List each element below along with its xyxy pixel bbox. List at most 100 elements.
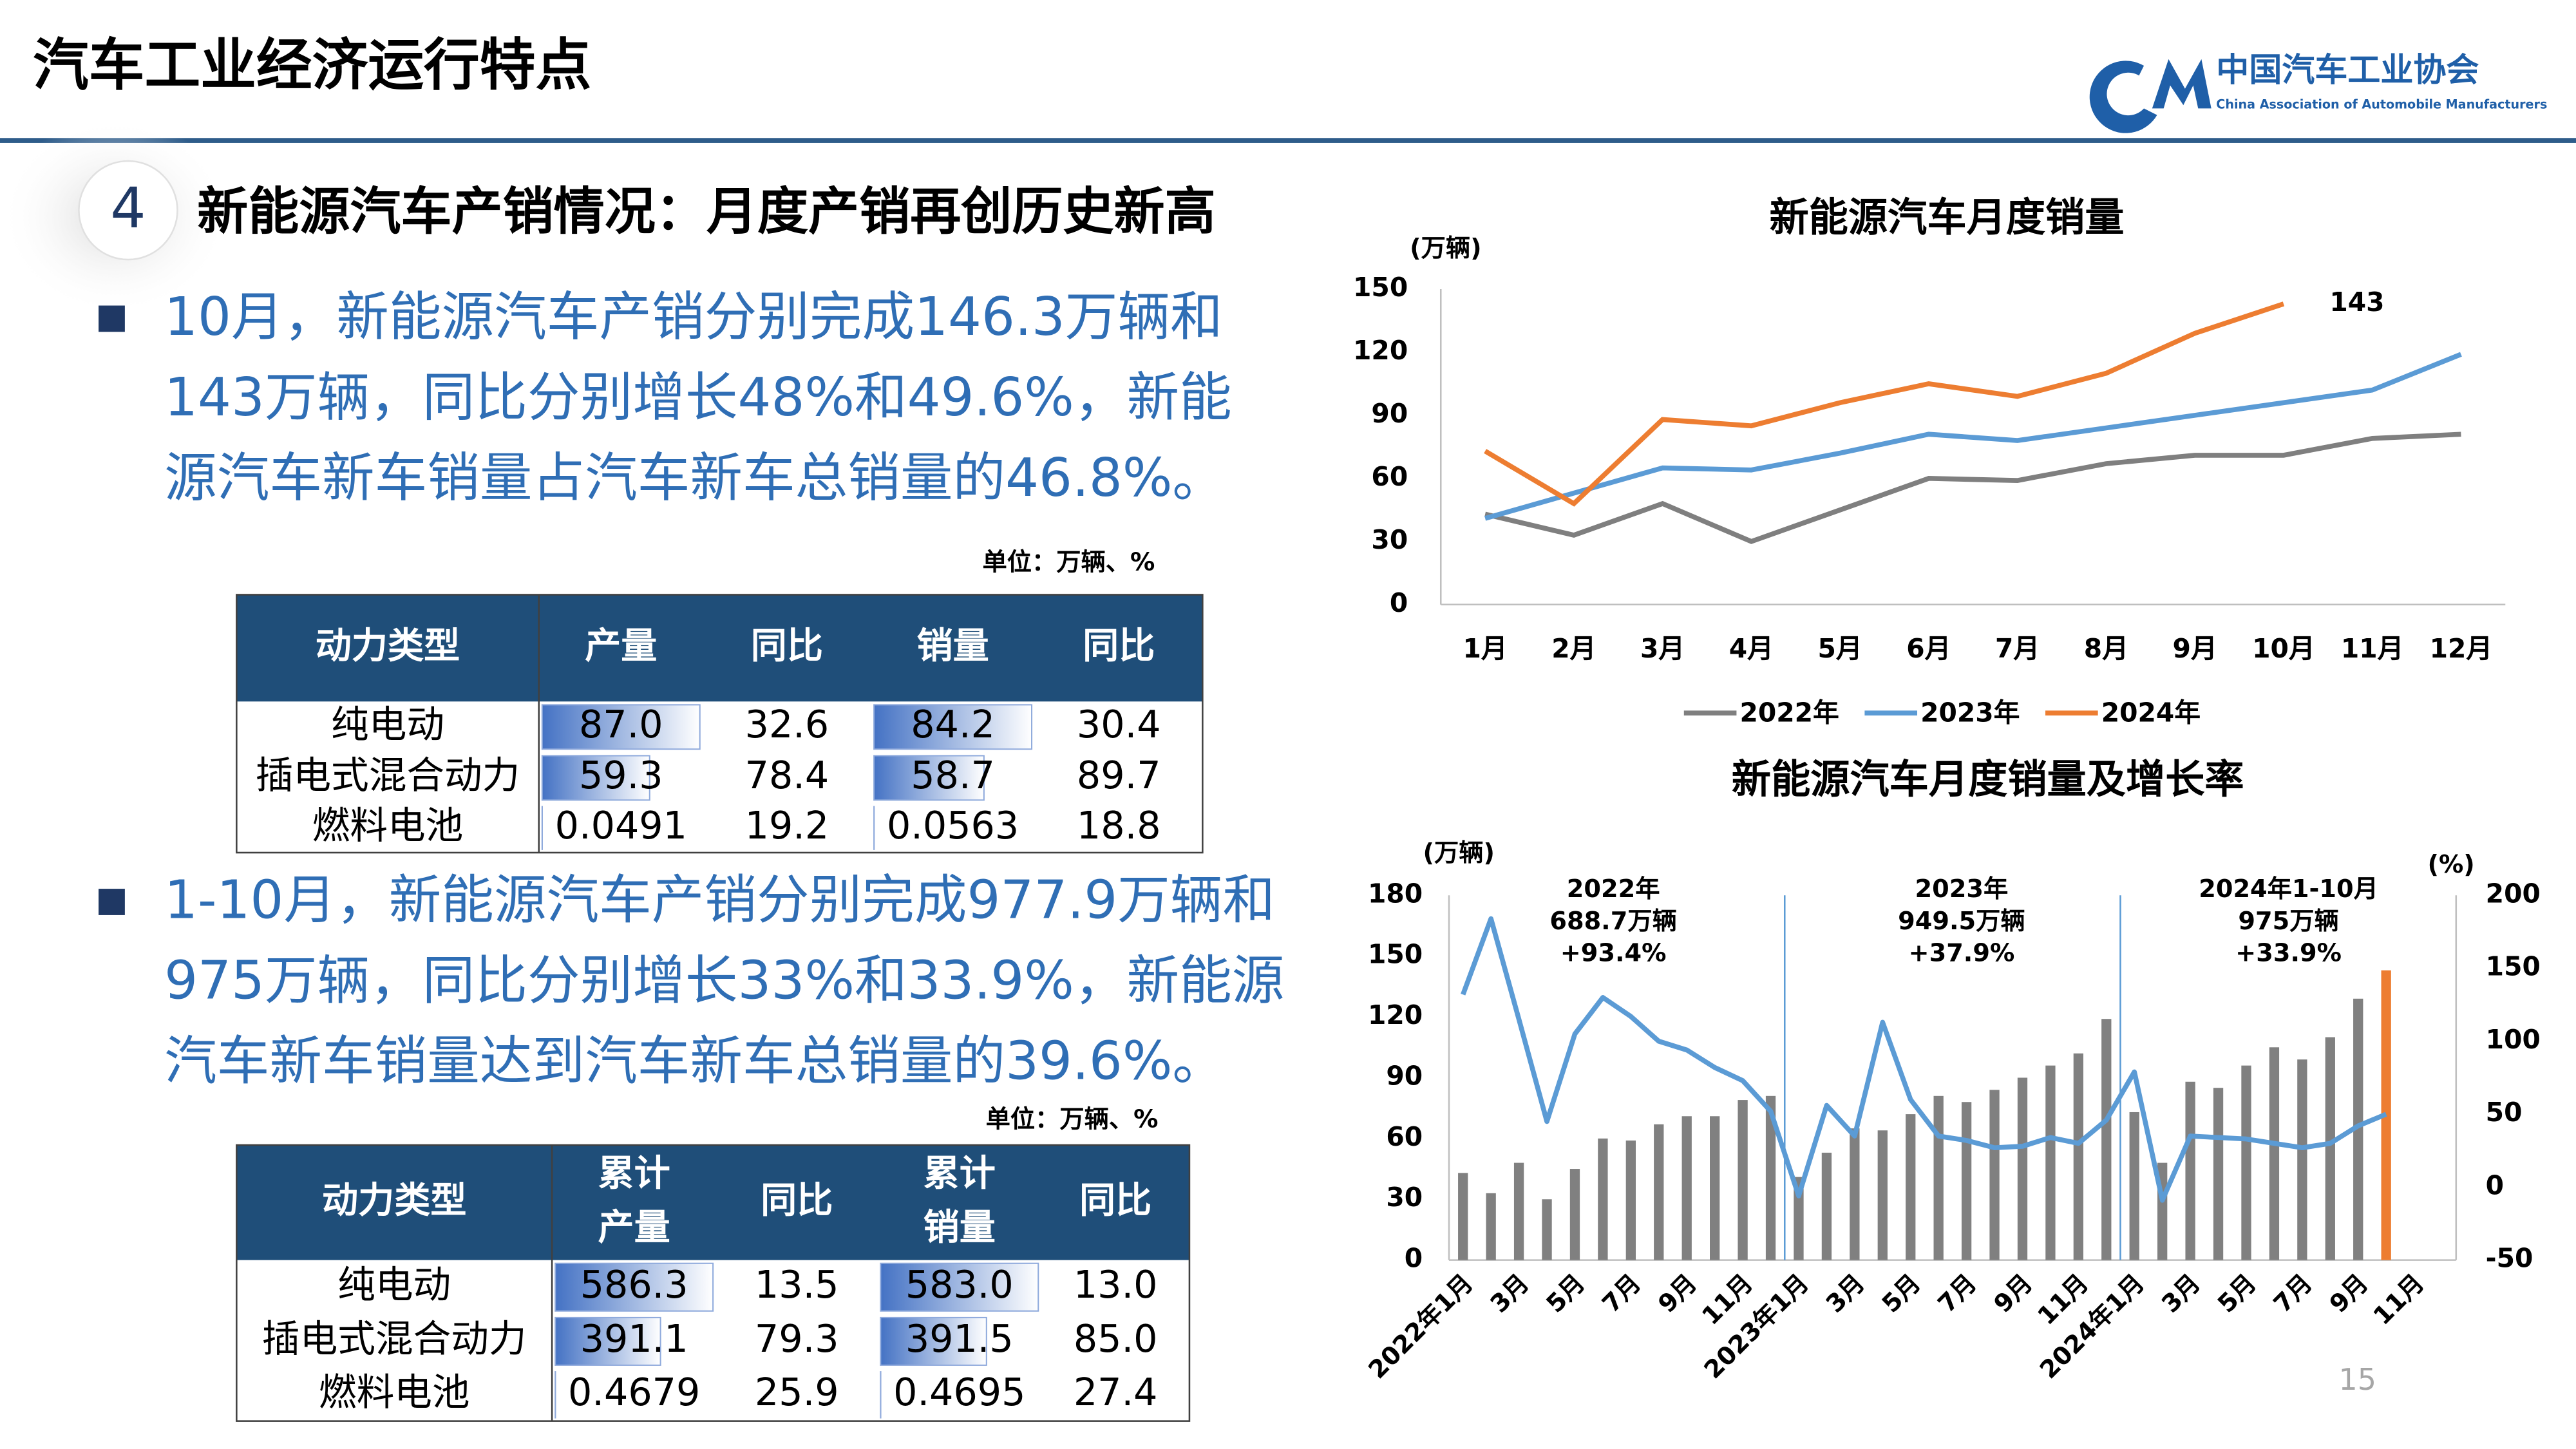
table-cell: 586.3 [580, 1263, 688, 1307]
x-tick-label: 6月 [1906, 633, 1951, 664]
x-tick-label: 2月 [1551, 633, 1596, 664]
y2-tick-label: -50 [2486, 1243, 2533, 1274]
y2-axis-label: (%) [2427, 850, 2474, 879]
bar [1486, 1193, 1496, 1260]
x-tick-label: 5月 [2212, 1269, 2262, 1319]
y-tick-label: 180 [1368, 878, 1423, 909]
legend-label: 2023年 [1920, 697, 2020, 728]
header-cell: 产量 [585, 625, 657, 667]
table-cell: 18.8 [1077, 804, 1161, 848]
bar [2129, 1112, 2139, 1260]
table-cell: 391.5 [905, 1317, 1014, 1361]
data-bar [541, 755, 650, 801]
header-rule [0, 138, 2576, 143]
header-cell: 累计 [598, 1153, 670, 1195]
bar [1794, 1177, 1804, 1260]
table-cell: 87.0 [579, 703, 663, 746]
annotation: +33.9% [2235, 939, 2342, 968]
unit-label: 单位：万辆、% [986, 1104, 1159, 1133]
table-cell: 0.4695 [893, 1370, 1025, 1414]
bar [1513, 1162, 1524, 1260]
x-tick-label: 3月 [1640, 633, 1685, 664]
unit-label: 单位：万辆、% [983, 548, 1155, 577]
legend-label: 2022年 [1740, 697, 1839, 728]
x-tick-label: 3月 [2156, 1269, 2206, 1319]
y2-tick-label: 150 [2486, 951, 2541, 982]
bar [1458, 1173, 1468, 1260]
y-tick-label: 30 [1386, 1182, 1423, 1213]
x-tick-label: 9月 [2324, 1269, 2374, 1319]
table-cell: 19.2 [745, 804, 829, 848]
annotation: 688.7万辆 [1549, 907, 1677, 936]
bullet-text: 975万辆，同比分别增长33%和33.9%，新能源 [164, 951, 1284, 1012]
data-bar [554, 1262, 714, 1312]
table-cell: 燃料电池 [319, 1370, 470, 1414]
x-tick-label: 9月 [1653, 1269, 1703, 1319]
y-tick-label: 90 [1371, 398, 1408, 429]
data-bar [873, 704, 1033, 750]
table-cell: 79.3 [755, 1317, 839, 1361]
annotation: 975万辆 [2238, 907, 2338, 936]
y-tick-label: 120 [1353, 335, 1408, 366]
bar [2297, 1059, 2307, 1260]
page-number: 15 [2339, 1362, 2376, 1397]
chart-title: 新能源汽车月度销量及增长率 [1732, 757, 2244, 802]
bar [1821, 1152, 1832, 1260]
header-cell: 动力类型 [322, 1180, 466, 1222]
bar [2353, 998, 2363, 1260]
bar [2241, 1065, 2251, 1260]
x-tick-label: 5月 [1540, 1269, 1591, 1319]
bullet-text: 10月，新能源汽车产销分别完成146.3万辆和 [164, 287, 1223, 348]
table-cell: 纯电动 [337, 1263, 451, 1307]
annotation: 2023年 [1915, 875, 2009, 904]
section-title: 新能源汽车产销情况：月度产销再创历史新高 [197, 182, 1216, 242]
x-tick-label: 7月 [2268, 1269, 2318, 1319]
table-cell: 89.7 [1077, 753, 1161, 797]
bar [1906, 1114, 1916, 1260]
table-cell: 85.0 [1074, 1317, 1158, 1361]
bullet-marker [99, 889, 125, 915]
page-title: 汽车工业经济运行特点 [33, 33, 591, 98]
header-cell: 销量 [916, 625, 989, 667]
bar [1877, 1130, 1888, 1260]
table-cell: 13.5 [755, 1263, 839, 1307]
bullet-text: 汽车新车销量达到汽车新车总销量的39.6%。 [164, 1031, 1225, 1092]
line-series [1484, 431, 2461, 544]
bar [1681, 1116, 1692, 1260]
table-cell: 84.2 [911, 703, 995, 746]
x-tick-label: 11月 [2341, 633, 2404, 664]
bullet-text: 1-10月，新能源汽车产销分别完成977.9万辆和 [164, 870, 1275, 931]
bar [1850, 1128, 1860, 1260]
table-cell: 插电式混合动力 [262, 1317, 527, 1361]
line-series [1484, 352, 2462, 521]
bar [2073, 1053, 2084, 1260]
header-cell: 同比 [761, 1180, 833, 1222]
bar [2185, 1081, 2195, 1260]
table-cell: 30.4 [1077, 703, 1161, 746]
x-tick-label: 9月 [2173, 633, 2217, 664]
data-label: 143 [2329, 287, 2384, 317]
y-tick-label: 30 [1371, 524, 1408, 555]
bar [1625, 1141, 1636, 1260]
table-cell: 插电式混合动力 [256, 753, 520, 797]
bar [1738, 1100, 1748, 1260]
bar [1765, 1095, 1776, 1260]
bullet-text: 143万辆，同比分别增长48%和49.6%，新能 [164, 367, 1232, 428]
bar [1569, 1169, 1580, 1260]
x-tick-label: 7月 [1596, 1269, 1647, 1319]
bar [2017, 1077, 2028, 1260]
table-cell: 58.7 [911, 753, 995, 797]
x-tick-label: 11月 [2368, 1269, 2430, 1331]
table-cell: 25.9 [755, 1370, 839, 1414]
annotation: +93.4% [1560, 939, 1667, 968]
bar [2269, 1047, 2280, 1260]
data-bar [873, 755, 985, 801]
x-tick-label: 4月 [1729, 633, 1774, 664]
y2-tick-label: 100 [2486, 1024, 2541, 1055]
table-cell: 0.0563 [887, 804, 1019, 848]
x-tick-label: 3月 [1821, 1269, 1871, 1319]
x-tick-label: 12月 [2430, 633, 2493, 664]
annotation: 2024年1-10月 [2199, 875, 2378, 904]
table-cell: 391.1 [580, 1317, 688, 1361]
